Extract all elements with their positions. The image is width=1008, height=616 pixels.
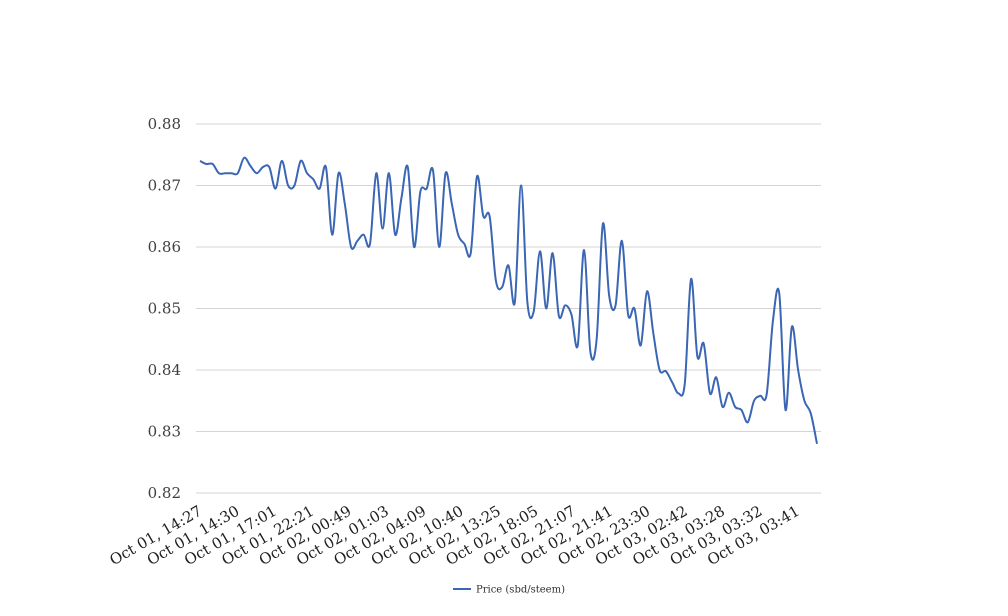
legend: Price (sbd/steem) (453, 585, 565, 596)
y-tick-label: 0.87 (148, 177, 181, 195)
y-tick-label: 0.86 (148, 238, 181, 256)
series-line-price (199, 156, 818, 445)
legend-label: Price (sbd/steem) (476, 585, 565, 596)
series-lines (199, 156, 818, 445)
y-tick-label: 0.84 (148, 361, 181, 379)
y-tick-label: 0.88 (148, 115, 181, 133)
y-tick-label: 0.85 (148, 300, 181, 318)
grid-lines (196, 123, 821, 494)
y-tick-label: 0.83 (148, 423, 181, 441)
y-tick-label: 0.82 (148, 484, 181, 502)
y-axis-tick-labels: 0.82 0.83 0.84 0.85 0.86 0.87 0.88 (148, 115, 181, 502)
